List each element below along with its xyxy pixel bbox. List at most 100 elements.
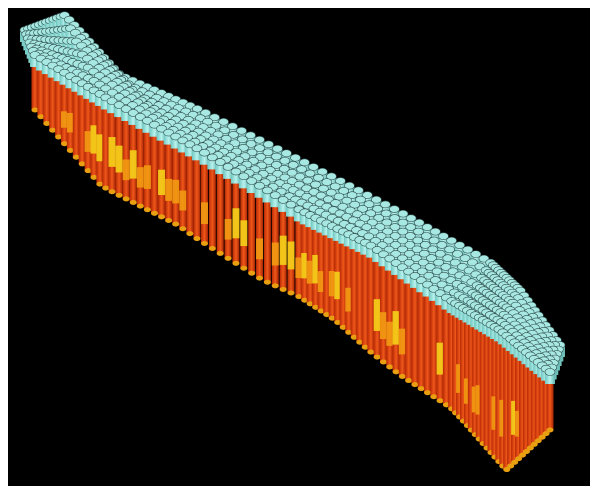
cyan-cylinder-top [299, 159, 309, 166]
column-base [130, 200, 137, 205]
yellow-segment [256, 238, 263, 259]
cyan-cylinder-top [438, 233, 448, 240]
column-base [386, 364, 393, 369]
cyan-cylinder-top [262, 187, 272, 194]
column-base [411, 382, 418, 387]
column-base [225, 256, 232, 261]
column-base [405, 378, 412, 383]
cyan-cylinder-top [199, 149, 209, 156]
cyan-cylinder-top [463, 246, 473, 253]
yellow-segment [386, 322, 393, 346]
cyan-cylinder-top [398, 210, 408, 217]
yellow-segment [380, 312, 387, 339]
cyan-cylinder-top [215, 159, 225, 166]
column-base [256, 276, 263, 281]
cyan-cylinder-top [455, 242, 465, 249]
column-base [399, 374, 406, 379]
yellow-segment [201, 202, 208, 224]
column-base [380, 360, 387, 365]
cyan-cylinder-top [305, 170, 315, 177]
column-base [179, 226, 186, 231]
cyan-cylinder-top [278, 196, 288, 203]
column-base [102, 186, 109, 191]
cyan-cylinder-top [270, 192, 280, 199]
column-base [272, 283, 279, 288]
cyan-cylinder-top [223, 163, 233, 170]
column-base [116, 193, 123, 198]
column-base [546, 428, 553, 433]
cyan-cylinder-top [247, 178, 257, 185]
column-base [280, 287, 287, 292]
column-base [240, 266, 247, 271]
column-base [424, 390, 431, 395]
column-base [201, 241, 208, 246]
yellow-segment [165, 179, 172, 201]
yellow-segment [130, 150, 137, 178]
column-base [193, 236, 200, 241]
column-base [123, 196, 130, 201]
column-base [217, 251, 224, 256]
cyan-cylinder-top [471, 251, 481, 258]
column-base [264, 280, 271, 285]
cyan-cylinder-top [255, 136, 265, 143]
yellow-segment [158, 170, 165, 195]
cyan-cylinder-top [322, 179, 332, 186]
yellow-segment [137, 167, 144, 187]
cyan-cylinder-top [313, 174, 323, 181]
column-base [232, 261, 239, 266]
cyan-cylinder-top [545, 368, 555, 375]
cyan-cylinder-top [231, 168, 241, 175]
yellow-segment [399, 329, 406, 355]
column-base [209, 246, 216, 251]
column-base [158, 214, 165, 219]
yellow-segment [123, 160, 130, 181]
cyan-cylinder-top [414, 219, 424, 226]
yellow-segment [240, 220, 247, 246]
cyan-cylinder-top [286, 201, 296, 208]
yellow-segment [109, 137, 116, 167]
column-base [172, 222, 179, 227]
cyan-cylinder-top [239, 173, 249, 180]
cyan-cylinder-top [447, 237, 457, 244]
page: (() => { const NS = 'http://www.w3.org/2… [0, 0, 597, 494]
column-base [137, 204, 144, 209]
yellow-segment [272, 243, 279, 266]
column-base [144, 207, 151, 212]
yellow-segment [172, 180, 179, 204]
yellow-segment [116, 146, 123, 173]
cyan-cylinder-top [297, 166, 307, 173]
yellow-segment [288, 242, 295, 270]
column-base [165, 218, 172, 223]
column-base [288, 291, 295, 296]
cyan-cylinder-top [255, 182, 265, 189]
cyan-cylinder-top [264, 141, 274, 148]
yellow-segment [393, 311, 400, 344]
column-base [109, 189, 116, 194]
column-base [248, 271, 255, 276]
render-view [0, 0, 597, 494]
cyan-cylinder-top [207, 154, 217, 161]
column-base [186, 231, 193, 236]
cyan-cylinder-top [406, 215, 416, 222]
column-base [374, 355, 381, 360]
yellow-segment [437, 343, 444, 375]
cyan-cylinder-top [288, 161, 298, 168]
cyan-cylinder-top [422, 224, 432, 231]
column-base [418, 386, 425, 391]
yellow-segment [179, 191, 186, 211]
column-base [430, 394, 437, 399]
cyan-cylinder-top [430, 228, 440, 235]
yellow-segment [280, 236, 287, 265]
column-base [367, 350, 374, 355]
cyan-cylinder-top [280, 157, 290, 164]
yellow-segment [374, 299, 381, 331]
cyan-cylinder-top [389, 206, 399, 213]
column-base [151, 211, 158, 216]
cyan-cylinder-top [273, 145, 283, 152]
cyan-cylinder-top [282, 150, 292, 157]
cyan-cylinder-top [291, 154, 301, 161]
column-base [437, 398, 444, 403]
column-base [393, 369, 400, 374]
yellow-segment [225, 219, 232, 240]
yellow-segment [144, 165, 151, 189]
